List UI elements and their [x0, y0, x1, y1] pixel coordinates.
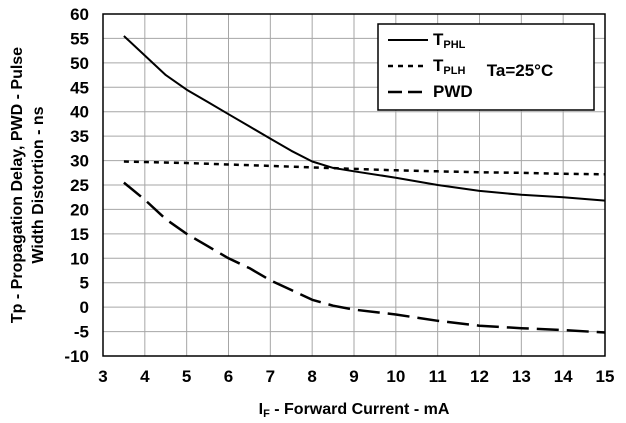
x-tick-label: 10 — [386, 367, 405, 386]
legend-box — [377, 23, 595, 111]
legend-label: TPHL — [433, 30, 466, 51]
y-tick-label: 40 — [70, 103, 89, 122]
legend-label-sub: PHL — [443, 39, 465, 51]
x-tick-label: 9 — [349, 367, 358, 386]
y-tick-label: -10 — [64, 347, 89, 366]
x-tick-label: 5 — [182, 367, 191, 386]
y-tick-label: 50 — [70, 54, 89, 73]
temperature-annotation: Ta=25°C — [487, 61, 554, 80]
y-tick-label: 55 — [70, 29, 89, 48]
x-axis-title-main: I — [259, 401, 263, 418]
x-tick-label: 15 — [596, 367, 615, 386]
legend-label-main: T — [433, 30, 444, 49]
x-tick-label: 8 — [307, 367, 316, 386]
x-axis-title-rest: - Forward Current - mA — [270, 401, 450, 418]
y-tick-label: 45 — [70, 78, 89, 97]
y-tick-label: 10 — [70, 249, 89, 268]
y-axis-title-line1: Tp - Propagation Delay, PWD - Pulse — [9, 47, 26, 323]
y-tick-label: 30 — [70, 152, 89, 171]
series-line-pwd — [123, 181, 606, 334]
x-tick-label: 3 — [98, 367, 107, 386]
tick-labels: 3 4 5 6 7 8 9 10 11 12 13 14 15605550454035302520151… — [64, 5, 614, 386]
y-tick-label: -5 — [74, 323, 89, 342]
x-tick-label: 13 — [512, 367, 531, 386]
x-tick-label: 11 — [429, 367, 447, 386]
legend-label-main: T — [433, 56, 444, 75]
x-tick-label: 12 — [470, 367, 489, 386]
y-tick-label: 25 — [70, 176, 89, 195]
x-tick-label: 7 — [266, 367, 275, 386]
legend-label: PWD — [433, 82, 473, 101]
y-axis-title-line2: Width Distortion - ns — [30, 106, 47, 263]
y-tick-label: 20 — [70, 200, 89, 219]
series-lines — [123, 35, 606, 334]
legend-label-main: PWD — [433, 82, 473, 101]
x-tick-label: 4 — [140, 367, 150, 386]
series-line-tphl — [123, 35, 606, 202]
y-tick-label: 15 — [70, 225, 89, 244]
x-axis-title: IF - Forward Current - mA — [259, 401, 450, 420]
x-tick-label: 6 — [224, 367, 233, 386]
legend-label-sub: PLH — [443, 65, 465, 77]
x-axis-title-sub: F — [263, 408, 270, 420]
series-line-tplh — [123, 160, 606, 176]
legend-label: TPLH — [433, 56, 465, 77]
plot-frame — [102, 13, 606, 357]
y-tick-label: 35 — [70, 127, 89, 146]
x-tick-label: 14 — [554, 367, 573, 386]
y-tick-label: 0 — [80, 298, 89, 317]
axis-titles: IF - Forward Current - mA Tp - Propagatio… — [9, 47, 450, 420]
y-tick-label: 5 — [80, 274, 89, 293]
y-tick-label: 60 — [70, 5, 89, 24]
